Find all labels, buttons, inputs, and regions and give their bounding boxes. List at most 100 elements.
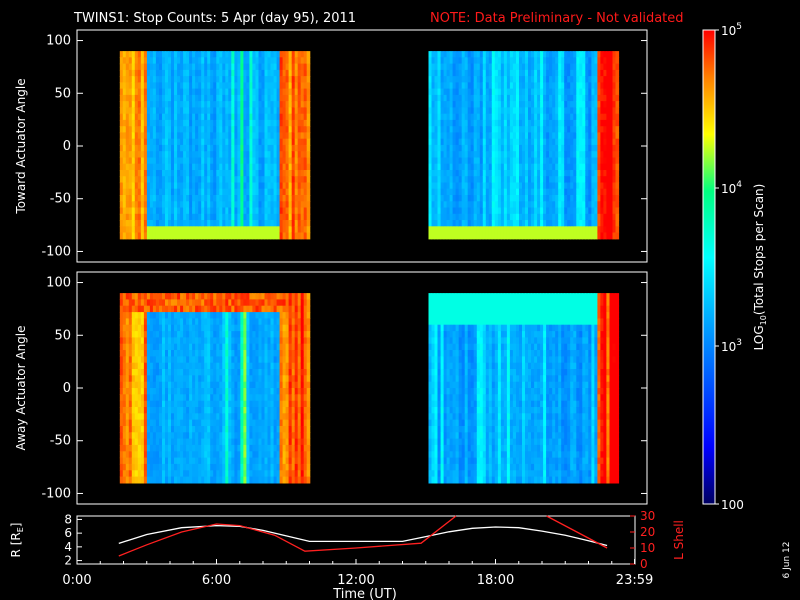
heatmap-cell	[606, 157, 610, 165]
heatmap-cell	[168, 220, 172, 227]
heatmap-cell	[162, 432, 166, 440]
heatmap-cell	[171, 101, 175, 108]
heatmap-cell	[155, 343, 160, 351]
heatmap-cell	[546, 226, 550, 234]
heatmap-cell	[180, 381, 184, 389]
heatmap-cell	[603, 232, 607, 240]
heatmap-cell	[434, 132, 439, 140]
heatmap-cell	[455, 63, 460, 71]
heatmap-cell	[162, 350, 166, 357]
heatmap-cell	[234, 126, 238, 134]
heatmap-cell	[546, 113, 550, 121]
heatmap-cell	[615, 201, 620, 209]
heatmap-cell	[201, 318, 205, 326]
heatmap-cell	[243, 182, 247, 190]
heatmap-cell	[597, 132, 601, 140]
heatmap-cell	[252, 182, 256, 190]
heatmap-cell	[131, 476, 136, 484]
heatmap-cell	[528, 163, 532, 171]
heatmap-cell	[594, 76, 598, 83]
heatmap-cell	[155, 188, 160, 196]
heatmap-cell	[279, 76, 284, 83]
heatmap-cell	[213, 463, 217, 471]
heatmap-cell	[246, 76, 250, 83]
heatmap-cell	[246, 69, 250, 77]
heatmap-cell	[537, 151, 541, 159]
heatmap-cell	[467, 207, 472, 215]
heatmap-cell	[201, 51, 205, 58]
heatmap-cell	[140, 438, 145, 446]
heatmap-cell	[237, 444, 241, 452]
heatmap-cell	[267, 88, 272, 96]
heatmap-cell	[525, 226, 529, 234]
heatmap-cell	[279, 51, 284, 58]
heatmap-cell	[146, 101, 151, 108]
heatmap-cell	[237, 369, 241, 376]
heatmap-cell	[168, 381, 172, 389]
heatmap-cell	[237, 337, 241, 345]
heatmap-cell	[155, 113, 160, 121]
heatmap-cell	[431, 170, 436, 177]
heatmap-cell	[540, 232, 544, 240]
heatmap-cell	[146, 457, 151, 465]
heatmap-cell	[216, 350, 220, 357]
heatmap-cell	[204, 343, 208, 351]
heatmap-cell	[159, 188, 163, 196]
heatmap-cell	[252, 76, 256, 83]
heatmap-cell	[177, 293, 181, 300]
heatmap-cell	[159, 457, 163, 465]
heatmap-cell	[482, 232, 487, 240]
heatmap-cell	[440, 138, 445, 146]
heatmap-cell	[431, 232, 436, 240]
heatmap-cell	[509, 132, 514, 140]
heatmap-cell	[288, 151, 293, 159]
heatmap-cell	[461, 188, 466, 196]
heatmap-cell	[506, 195, 511, 202]
heatmap-cell	[143, 463, 148, 471]
heatmap-cell	[177, 444, 181, 452]
heatmap-cell	[168, 63, 172, 71]
heatmap-cell	[476, 201, 481, 209]
heatmap-cell	[552, 220, 556, 227]
heatmap-cell	[470, 113, 475, 121]
heatmap-cell	[234, 82, 238, 90]
heatmap-cell	[576, 232, 580, 240]
heatmap-cell	[137, 213, 142, 221]
heatmap-cell	[198, 57, 202, 65]
heatmap-cell	[159, 201, 163, 209]
heatmap-cell	[285, 132, 290, 140]
heatmap-cell	[177, 470, 181, 478]
heatmap-cell	[573, 82, 577, 90]
heatmap-cell	[177, 126, 181, 134]
heatmap-cell	[213, 232, 217, 240]
heatmap-cell	[585, 51, 589, 58]
heatmap-cell	[134, 388, 139, 395]
heatmap-cell	[155, 419, 160, 427]
heatmap-cell	[603, 188, 607, 196]
heatmap-cell	[473, 213, 478, 221]
heatmap-cell	[491, 82, 496, 90]
heatmap-cell	[165, 419, 169, 427]
heatmap-cell	[303, 220, 308, 227]
heatmap-cell	[534, 132, 538, 140]
heatmap-cell	[606, 220, 610, 227]
heatmap-cell	[500, 107, 505, 115]
heatmap-cell	[168, 232, 172, 240]
heatmap-cell	[119, 400, 124, 408]
heatmap-cell	[234, 132, 238, 140]
heatmap-cell	[519, 195, 523, 202]
heatmap-cell	[261, 138, 266, 146]
heatmap-cell	[186, 76, 190, 83]
heatmap-cell	[198, 151, 202, 159]
heatmap-cell	[567, 132, 571, 140]
heatmap-cell	[216, 362, 220, 370]
heatmap-cell	[479, 144, 484, 152]
heatmap-cell	[204, 69, 208, 77]
heatmap-cell	[198, 444, 202, 452]
heatmap-cell	[264, 157, 269, 165]
heatmap-cell	[479, 119, 484, 127]
heatmap-cell	[122, 343, 127, 351]
heatmap-cell	[582, 157, 586, 165]
heatmap-cell	[549, 88, 553, 96]
heatmap-cell	[285, 88, 290, 96]
